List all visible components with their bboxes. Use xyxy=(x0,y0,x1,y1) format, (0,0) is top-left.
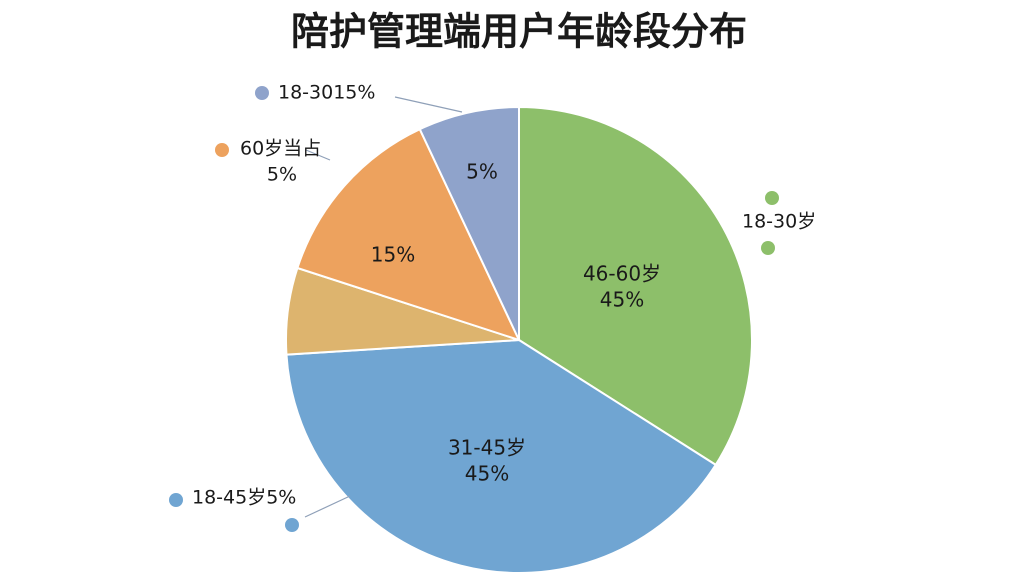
annotation-text: 60岁当占 xyxy=(240,138,321,160)
slice-label: 46-60岁 xyxy=(583,262,661,286)
annotation-text: 18-3015% xyxy=(278,82,375,104)
pie-slice xyxy=(518,105,753,467)
slice-label: 5% xyxy=(466,160,498,184)
annotation-dot xyxy=(169,493,183,507)
chart-title: 陪护管理端用户年龄段分布 xyxy=(291,10,747,54)
annotation-dot xyxy=(215,143,229,157)
pie-slice xyxy=(296,127,521,342)
slice-label: 31-45岁 xyxy=(448,436,526,460)
annotation-dot xyxy=(765,191,779,205)
leader-line xyxy=(305,149,331,161)
annotation-text: 18-45岁5% xyxy=(192,487,296,509)
slice-label: 45% xyxy=(600,288,644,312)
annotation-dot xyxy=(761,241,775,255)
annotation-text: 5% xyxy=(267,164,297,186)
leader-line xyxy=(394,96,463,113)
annotation-dot xyxy=(255,86,269,100)
slice-label: 15% xyxy=(371,243,415,267)
slice-label: 45% xyxy=(465,462,509,486)
pie-slice xyxy=(418,105,520,341)
pie-slice xyxy=(285,338,718,574)
leader-line xyxy=(304,495,351,518)
annotation-text: 18-30岁 xyxy=(742,211,816,233)
annotation-dot xyxy=(285,518,299,532)
